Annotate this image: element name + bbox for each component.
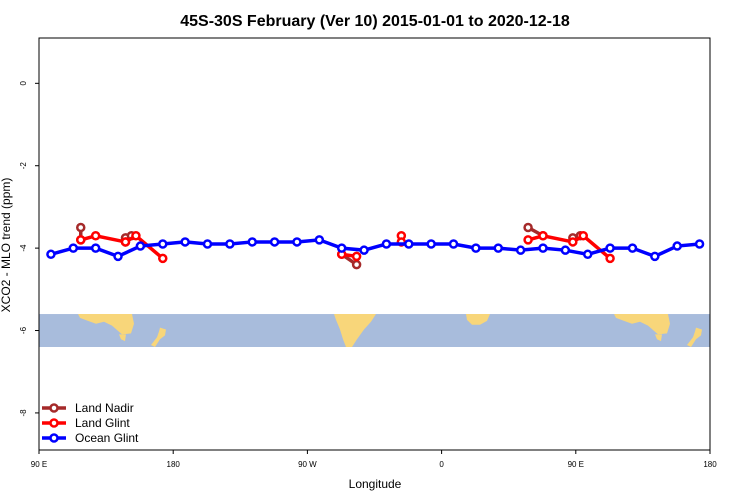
data-point [247, 237, 257, 247]
y-tick-label: -8 [19, 409, 28, 417]
data-point [448, 239, 459, 249]
legend-label: Ocean Glint [75, 431, 139, 445]
x-axis-label: Longitude [349, 477, 402, 491]
data-point [90, 231, 101, 241]
data-point [202, 239, 213, 249]
data-point [523, 222, 533, 233]
data-point [471, 243, 481, 253]
data-point [135, 241, 146, 251]
data-point [672, 241, 682, 251]
data-point [560, 245, 571, 255]
legend-item: Ocean Glint [42, 431, 139, 445]
map-landmass [614, 314, 670, 335]
legend-swatch-marker [49, 418, 59, 428]
data-point [351, 251, 362, 262]
data-point [538, 243, 548, 253]
data-point [76, 222, 86, 233]
data-point [158, 239, 168, 249]
data-point [568, 237, 578, 247]
data-point [359, 245, 369, 255]
data-point [650, 251, 660, 262]
map-landmass [687, 327, 702, 347]
data-point [351, 259, 362, 270]
data-point [605, 253, 615, 264]
legend-item: Land Glint [42, 416, 130, 430]
legend-swatch-marker [49, 403, 59, 413]
data-point [538, 231, 548, 241]
data-point [131, 231, 141, 241]
data-point [493, 243, 504, 253]
data-point [426, 239, 436, 249]
y-tick-label: 0 [19, 81, 28, 86]
x-axis: 90 E 180 90 W 0 90 E 180 [31, 450, 717, 469]
map-landmass [151, 327, 166, 347]
data-point [694, 239, 705, 249]
data-point [46, 249, 56, 260]
series-layer [46, 222, 705, 270]
legend-label: Land Nadir [75, 401, 134, 415]
data-point [225, 239, 235, 249]
data-point [113, 251, 123, 262]
series [46, 235, 705, 262]
data-point [404, 239, 414, 249]
y-axis-label: XCO2 - MLO trend (ppm) [0, 178, 13, 313]
data-point [523, 235, 533, 245]
legend-item: Land Nadir [42, 401, 134, 415]
data-point [269, 237, 280, 247]
data-point [76, 235, 86, 245]
x-tick-label: 180 [167, 460, 181, 469]
map-landmass [466, 314, 490, 325]
data-point [90, 243, 101, 253]
data-point [578, 231, 589, 241]
map-land [78, 314, 702, 347]
x-tick-label: 0 [439, 460, 444, 469]
x-tick-label: 90 E [31, 460, 47, 469]
x-tick-label: 90 E [568, 460, 584, 469]
y-tick-label: -2 [19, 162, 28, 170]
data-point [515, 245, 526, 255]
data-point [605, 243, 615, 253]
data-point [336, 243, 347, 253]
data-point [381, 239, 392, 249]
data-point [582, 249, 593, 260]
world-map-strip [39, 314, 710, 347]
data-point [314, 235, 325, 245]
data-point [292, 237, 302, 247]
map-landmass [655, 334, 662, 342]
chart-title: 45S-30S February (Ver 10) 2015-01-01 to … [180, 13, 570, 30]
data-point [68, 243, 79, 253]
series [76, 231, 615, 264]
y-tick-label: -4 [19, 244, 28, 252]
map-landmass [334, 314, 376, 347]
y-tick-label: -6 [19, 326, 28, 334]
data-point [627, 243, 638, 253]
data-point [180, 237, 190, 247]
legend-swatch-marker [49, 433, 59, 443]
map-landmass [78, 314, 134, 335]
legend-label: Land Glint [75, 416, 130, 430]
data-point [158, 253, 168, 264]
map-landmass [119, 334, 126, 342]
x-tick-label: 90 W [298, 460, 317, 469]
map-ocean [39, 314, 710, 347]
x-tick-label: 180 [703, 460, 717, 469]
plot-frame [38, 37, 711, 451]
data-point [120, 237, 131, 247]
y-axis: 0 -2 -4 -6 -8 [19, 81, 39, 417]
